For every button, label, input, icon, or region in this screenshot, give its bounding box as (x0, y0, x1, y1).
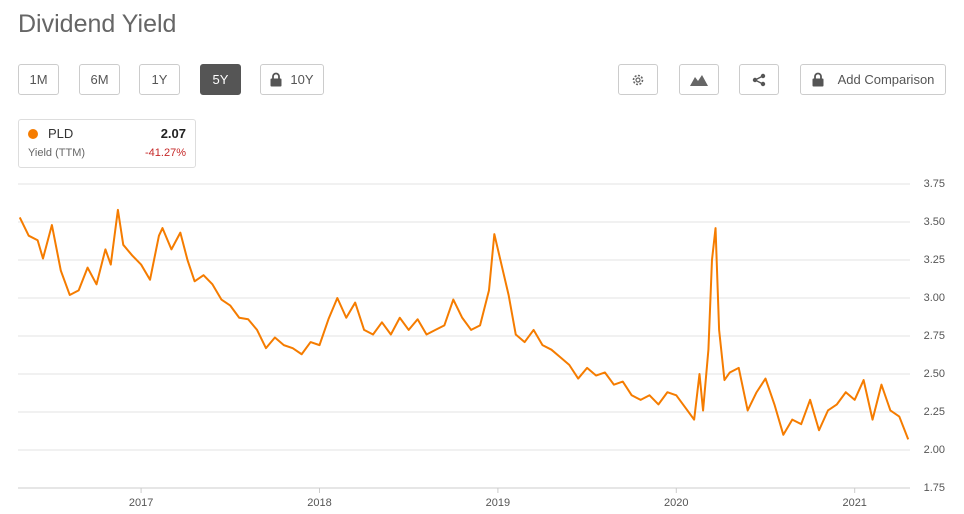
share-icon (752, 73, 766, 86)
x-tick-label: 2019 (486, 497, 510, 509)
legend-marker (28, 129, 38, 139)
button-label: 6M (90, 72, 109, 87)
x-tick-label: 2018 (307, 497, 331, 509)
y-tick-label: 3.00 (924, 292, 945, 304)
y-tick-label: 1.75 (924, 482, 945, 494)
button-label: 1M (29, 72, 48, 87)
button-label: Add Comparison (837, 72, 935, 87)
legend-box: PLD 2.07 Yield (TTM) -41.27% (18, 119, 196, 168)
button-label: 5Y (212, 72, 229, 87)
gear-icon (632, 74, 644, 85)
x-tick-label: 2021 (842, 497, 866, 509)
legend-last-value: 2.07 (160, 126, 186, 141)
range-button[interactable]: 1M (18, 64, 59, 95)
lock-icon (270, 72, 282, 87)
y-tick-label: 2.25 (924, 406, 945, 418)
range-button[interactable]: 5Y (200, 64, 241, 95)
x-tick-label: 2020 (664, 497, 688, 509)
page-title: Dividend Yield (18, 10, 177, 38)
button-label: 1Y (151, 72, 168, 87)
area-icon (690, 74, 708, 86)
add-comparison-button[interactable]: Add Comparison (800, 64, 946, 95)
chart-type-button[interactable] (679, 64, 719, 95)
x-tick-label: 2017 (129, 497, 153, 509)
lock-icon (812, 72, 824, 87)
y-tick-label: 2.75 (924, 330, 945, 342)
data-line (18, 208, 910, 440)
legend-name: PLD (48, 126, 74, 141)
y-tick-label: 3.25 (924, 254, 945, 266)
range-button[interactable]: 10Y (260, 64, 324, 95)
share-button[interactable] (739, 64, 779, 95)
range-button[interactable]: 1Y (139, 64, 180, 95)
y-tick-label: 3.75 (924, 178, 945, 190)
y-tick-label: 2.00 (924, 444, 945, 456)
legend-change: -41.27% (145, 147, 186, 159)
settings-button[interactable] (618, 64, 658, 95)
y-tick-label: 2.50 (924, 368, 945, 380)
legend-metric: Yield (TTM) (28, 147, 86, 159)
button-label: 10Y (290, 72, 314, 87)
range-button[interactable]: 6M (79, 64, 120, 95)
y-tick-label: 3.50 (924, 216, 945, 228)
